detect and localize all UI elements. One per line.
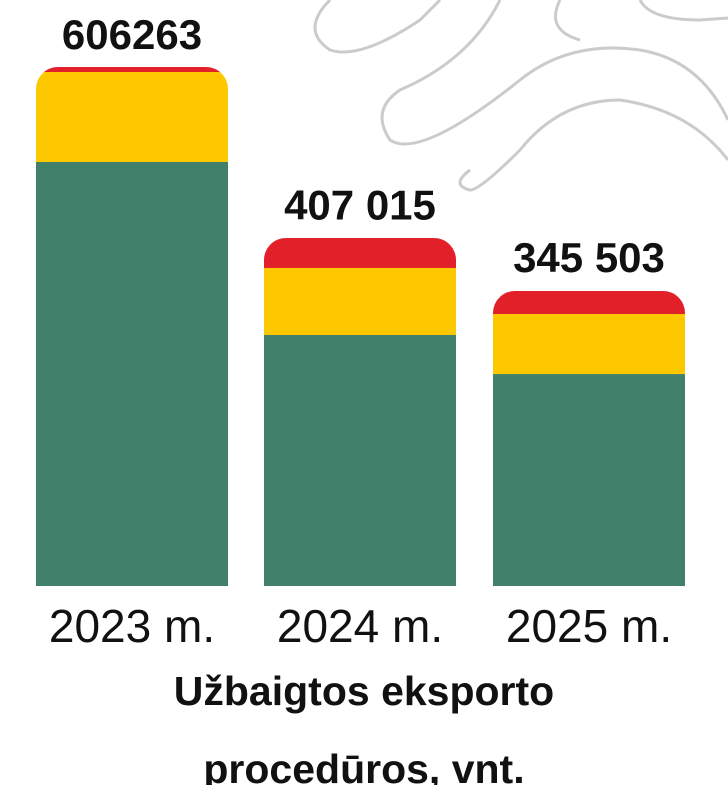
total-label: 345 503 [513, 234, 665, 281]
chart-title: Užbaigtos eksporto procedūros, vnt. [114, 652, 614, 785]
bar-group [264, 238, 456, 586]
x-tick-label: 2024 m. [277, 600, 443, 652]
bar-segment [493, 374, 685, 586]
x-tick-label: 2023 m. [49, 600, 215, 652]
bar-segment [264, 335, 456, 586]
bar-group [36, 67, 228, 586]
bar-segment [36, 162, 228, 586]
total-label: 407 015 [284, 182, 436, 229]
bar-segment [264, 268, 456, 335]
bar-segment [36, 67, 228, 72]
bar-segment [264, 238, 456, 268]
bar-group [493, 291, 685, 586]
bar-segment [493, 291, 685, 314]
bar-segment [36, 72, 228, 162]
total-label: 606263 [62, 11, 202, 58]
background-decoration [315, 0, 728, 190]
bar-segment [493, 314, 685, 374]
page: 606263 2023 m. 407 015 2024 m. 345 503 2025 m… [0, 0, 728, 785]
x-tick-label: 2025 m. [506, 600, 672, 652]
